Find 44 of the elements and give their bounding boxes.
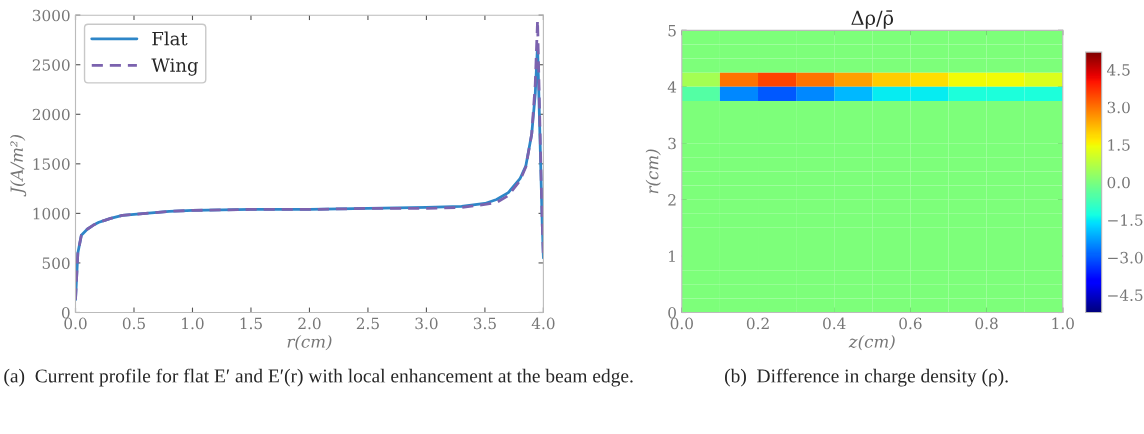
y-tick-label: 2500 (32, 59, 70, 71)
color-bar-label: 3.0 (1107, 101, 1130, 114)
x-tick-label: 4.0 (531, 317, 555, 330)
y-tick-label: 1 (669, 250, 675, 262)
x-tick-label: 1.5 (240, 317, 262, 330)
y-tick-label: 0 (61, 306, 70, 319)
x-tick-label: 0.4 (823, 317, 846, 330)
y-tick-label: 1500 (33, 158, 70, 170)
x-tick-label: 1.0 (182, 317, 204, 330)
color-bar-label: −1.5 (1108, 214, 1143, 226)
x-tick-label: 3.0 (415, 317, 438, 330)
chart-title: Δρ/ρ̄ (851, 10, 894, 29)
legend-label: Flat (152, 31, 188, 46)
color-bar-label: 4.5 (1107, 64, 1130, 76)
y-axis-title: J(A/m²) (10, 134, 27, 197)
y-tick-label: 5 (668, 25, 676, 37)
y-tick-label: 3000 (32, 9, 70, 22)
y-tick-label: 1000 (33, 207, 70, 220)
x-axis-title: z(cm) (848, 334, 895, 351)
y-tick-label: 0 (668, 306, 676, 319)
x-tick-label: 3.5 (473, 317, 496, 330)
y-tick-label: 4 (667, 81, 677, 93)
color-bar-label: 1.5 (1108, 139, 1130, 151)
y-tick-label: 3 (668, 137, 676, 150)
x-tick-label: 0.0 (64, 317, 87, 330)
y-tick-label: 2000 (32, 108, 70, 121)
x-axis-title: r(cm) (287, 334, 332, 351)
x-tick-label: 0.6 (899, 317, 922, 330)
legend-label: Wing (151, 58, 199, 76)
text: (a) Current profile for flat E′ and E′(r) with local enhancement at the beam edge. (4, 368, 633, 387)
x-tick-label: 0.2 (746, 317, 769, 330)
text: (b) Difference in charge density (ρ). (725, 368, 1008, 387)
x-tick-label: 0.5 (122, 317, 145, 330)
x-tick-label: 2.0 (298, 317, 321, 330)
x-tick-label: 2.5 (356, 317, 379, 330)
y-tick-label: 500 (42, 257, 70, 269)
color-bar-label: −3.0 (1108, 251, 1143, 264)
y-axis-title: r(cm) (645, 149, 661, 194)
x-tick-label: 0.8 (975, 317, 998, 330)
x-tick-label: 1.0 (1052, 317, 1074, 330)
color-bar-label: −4.5 (1108, 289, 1143, 301)
x-tick-label: 0.0 (670, 317, 693, 330)
y-tick-label: 2 (668, 194, 676, 206)
color-bar-label: 0.0 (1107, 176, 1130, 189)
